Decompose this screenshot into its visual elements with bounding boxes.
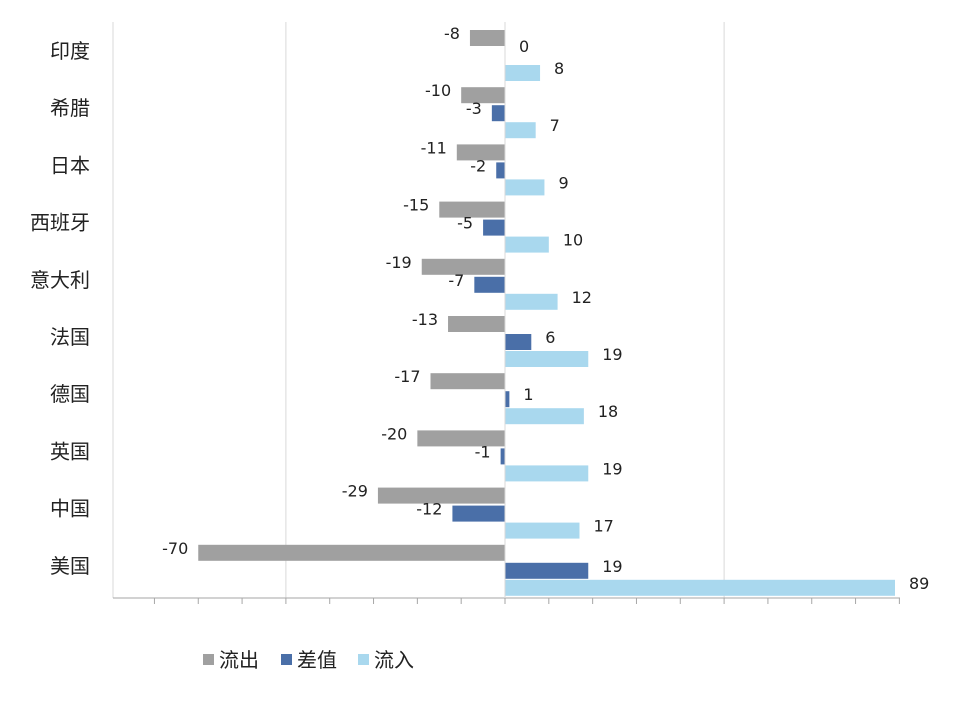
bar-difference	[474, 276, 505, 293]
category-label: 德国	[50, 382, 90, 406]
data-label: 8	[554, 59, 564, 78]
data-label: -13	[412, 310, 438, 329]
data-label: 6	[545, 328, 555, 347]
bar-inflow	[505, 122, 536, 139]
bars	[198, 30, 895, 596]
bar-outflow	[439, 201, 505, 218]
data-label: 18	[598, 402, 618, 421]
legend-swatch	[281, 654, 292, 665]
data-label: -3	[466, 99, 482, 118]
data-label: 9	[558, 173, 568, 192]
data-label: -8	[444, 24, 460, 43]
bar-inflow	[505, 408, 584, 425]
category-label: 日本	[50, 153, 90, 177]
bar-outflow	[448, 316, 505, 332]
data-label: 17	[593, 517, 613, 536]
legend-swatch	[203, 654, 214, 665]
bar-difference	[496, 162, 505, 179]
bar-inflow	[505, 65, 541, 81]
data-label: 19	[602, 345, 622, 364]
data-label: -7	[448, 271, 464, 290]
bar-difference	[452, 505, 505, 522]
bar-difference	[505, 391, 510, 408]
legend-label: 流入	[374, 648, 414, 672]
category-label: 西班牙	[30, 211, 90, 235]
bar-inflow	[505, 579, 895, 596]
bar-outflow	[461, 87, 505, 104]
bar-outflow	[469, 30, 505, 46]
bar-outflow	[198, 544, 505, 561]
data-label: 12	[572, 288, 592, 307]
data-label: -20	[381, 424, 407, 443]
x-axis	[113, 22, 900, 604]
bar-outflow	[417, 430, 505, 447]
category-label: 印度	[50, 39, 90, 63]
data-label: 1	[523, 385, 533, 404]
bar-inflow	[505, 236, 549, 253]
data-label: -5	[457, 214, 473, 233]
data-label: -11	[421, 138, 447, 157]
category-label: 意大利	[30, 268, 90, 292]
data-labels: -808-10-37-11-29-15-510-19-712-13619-171…	[162, 24, 929, 593]
legend-label: 流出	[219, 648, 259, 672]
category-label: 美国	[50, 554, 90, 578]
bar-inflow	[505, 522, 580, 539]
data-label: -19	[386, 253, 412, 272]
category-label: 希腊	[50, 96, 90, 120]
category-label: 英国	[50, 439, 90, 463]
data-label: 0	[519, 37, 529, 56]
data-label: -15	[403, 196, 429, 215]
category-label: 中国	[50, 497, 90, 521]
bar-difference	[491, 105, 505, 122]
data-label: -70	[162, 539, 188, 558]
bar-outflow	[456, 144, 505, 161]
data-label: 10	[563, 231, 583, 250]
bar-outflow	[430, 373, 505, 390]
data-label: 19	[602, 557, 622, 576]
bar-difference	[483, 219, 505, 236]
category-label: 法国	[50, 325, 90, 349]
bar-outflow	[421, 258, 505, 275]
bar-difference	[500, 448, 505, 465]
bar-difference	[505, 562, 589, 579]
data-label: -12	[416, 500, 442, 519]
bar-inflow	[505, 465, 589, 482]
bar-inflow	[505, 179, 545, 196]
data-label: 7	[550, 116, 560, 135]
data-label: 89	[909, 574, 929, 593]
legend-label: 差值	[297, 648, 337, 672]
bar-inflow	[505, 293, 558, 310]
bar-outflow	[377, 487, 505, 504]
data-label: -1	[475, 442, 491, 461]
data-label: -29	[342, 482, 368, 501]
data-label: -2	[470, 156, 486, 175]
bar-inflow	[505, 351, 589, 367]
legend: 流出 差值 流入	[203, 648, 414, 672]
legend-swatch	[358, 654, 369, 665]
data-label: 19	[602, 459, 622, 478]
bar-difference	[505, 334, 532, 350]
data-label: -17	[394, 367, 420, 386]
data-label: -10	[425, 81, 451, 100]
